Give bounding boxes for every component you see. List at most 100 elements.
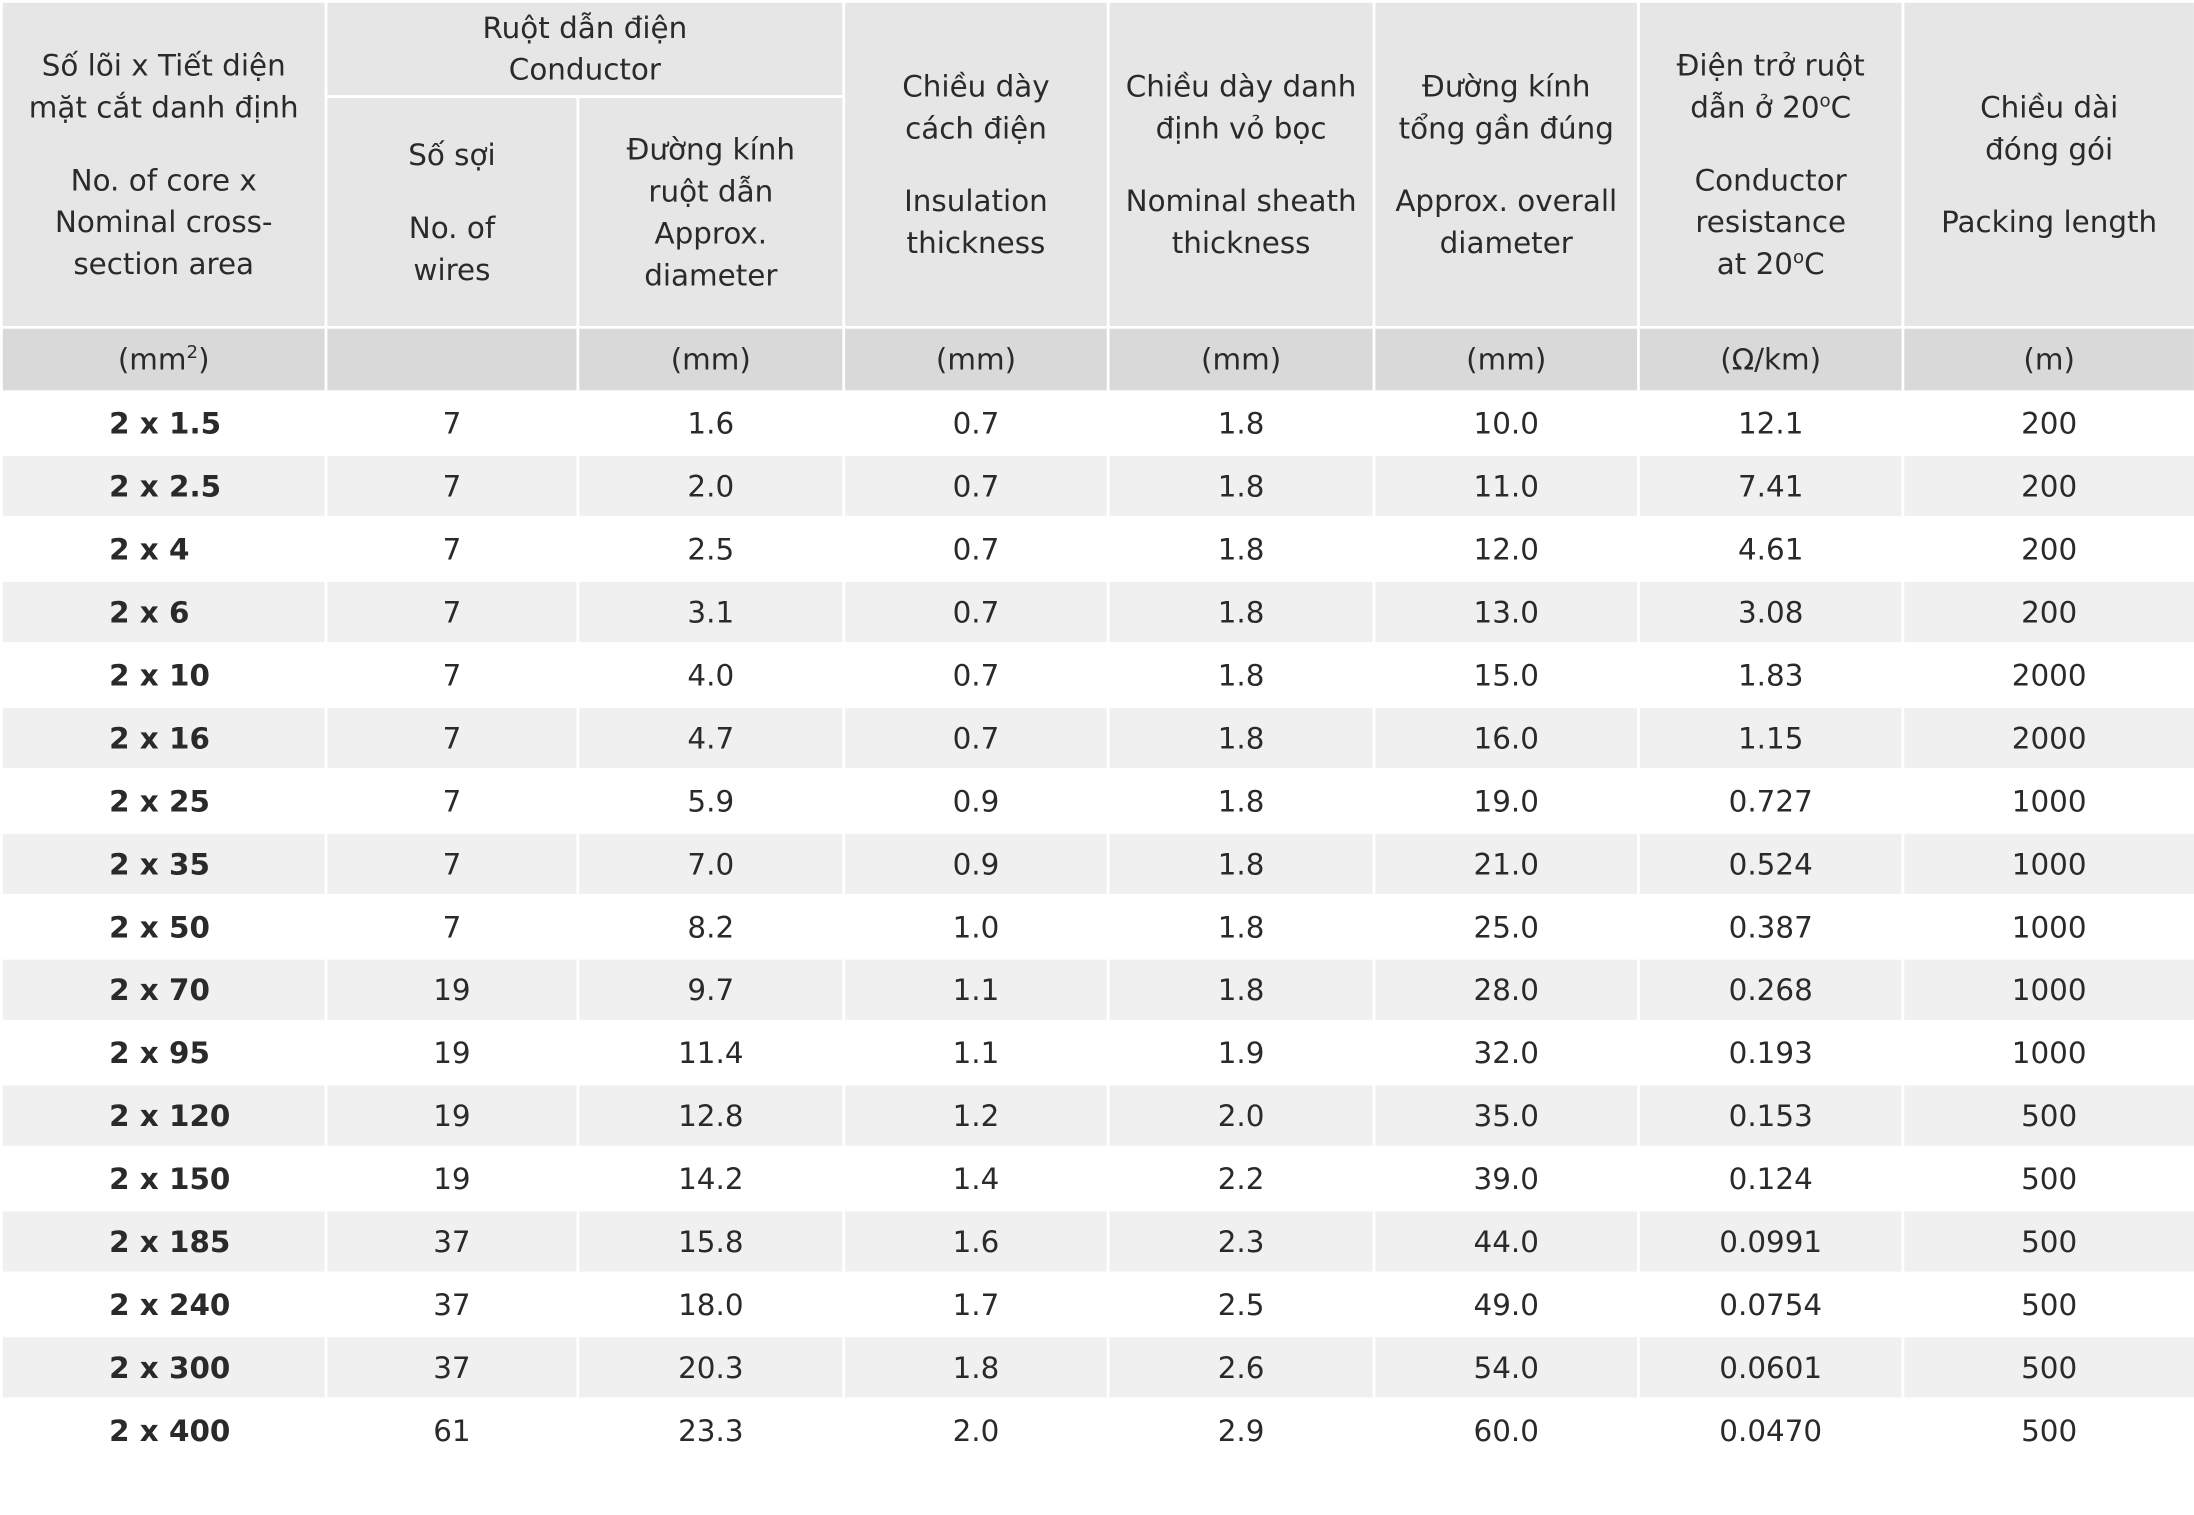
header-sheath: Chiều dày danh định vỏ bọc Nominal sheat…: [1106, 0, 1376, 329]
table-row: 2 x 300 37 20.3 1.8 2.6 54.0 0.0601 500: [0, 1334, 2194, 1401]
cell-insulation: 0.7: [842, 705, 1110, 771]
table-row: 2 x 35 7 7.0 0.9 1.8 21.0 0.524 1000: [0, 830, 2194, 897]
cell-resistance: 12.1: [1637, 390, 1905, 457]
cell-size: 2 x 50: [0, 893, 328, 960]
cell-wires: 19: [324, 1019, 580, 1086]
header-row-top: Số lõi x Tiết diện mặt cắt danh định No.…: [0, 0, 2194, 329]
cell-overall: 11.0: [1372, 453, 1640, 519]
table-row: 2 x 50 7 8.2 1.0 1.8 25.0 0.387 1000: [0, 893, 2194, 960]
cell-resistance: 0.0470: [1637, 1397, 1905, 1464]
cell-sheath: 2.2: [1106, 1145, 1376, 1212]
cell-resistance: 0.387: [1637, 893, 1905, 960]
cell-resistance: 4.61: [1637, 516, 1905, 582]
header-wires: Số sợi No. of wires: [324, 95, 580, 329]
unit-wires: [324, 325, 580, 394]
cell-cond-diameter: 14.2: [576, 1145, 846, 1212]
cell-wires: 37: [324, 1334, 580, 1401]
cell-resistance: 0.524: [1637, 830, 1905, 897]
cell-cond-diameter: 5.9: [576, 767, 846, 834]
cell-sheath: 2.6: [1106, 1334, 1376, 1401]
unit-size: (mm2): [0, 325, 328, 394]
cell-cond-diameter: 11.4: [576, 1019, 846, 1086]
cell-overall: 13.0: [1372, 579, 1640, 645]
cell-overall: 32.0: [1372, 1019, 1640, 1086]
cell-sheath: 1.8: [1106, 767, 1376, 834]
cell-insulation: 1.1: [842, 1019, 1110, 1086]
table-body: 2 x 1.5 7 1.6 0.7 1.8 10.0 12.1 200 2 x 2.5 7 2.0 0…: [0, 390, 2194, 1464]
cell-resistance: 3.08: [1637, 579, 1905, 645]
cell-packing: 1000: [1901, 893, 2194, 960]
cell-cond-diameter: 2.0: [576, 453, 846, 519]
cell-resistance: 1.15: [1637, 705, 1905, 771]
cable-spec-table: Số lõi x Tiết diện mặt cắt danh định No.…: [0, 0, 2194, 1464]
cell-cond-diameter: 2.5: [576, 516, 846, 582]
cell-sheath: 1.8: [1106, 453, 1376, 519]
table-row: 2 x 70 19 9.7 1.1 1.8 28.0 0.268 1000: [0, 956, 2194, 1023]
cell-size: 2 x 240: [0, 1271, 328, 1338]
cell-size: 2 x 6: [0, 579, 328, 645]
header-row-sub: Số sợi No. of wires Đường kính ruột dẫn …: [1, 95, 2194, 329]
cell-packing: 1000: [1901, 1019, 2194, 1086]
cell-resistance: 0.0991: [1637, 1208, 1905, 1275]
table-row: 2 x 400 61 23.3 2.0 2.9 60.0 0.0470 500: [0, 1397, 2194, 1464]
table-row: 2 x 25 7 5.9 0.9 1.8 19.0 0.727 1000: [0, 767, 2194, 834]
header-packing: Chiều dài đóng gói Packing length: [1901, 0, 2194, 329]
header-resistance: Điện trở ruột dẫn ở 20oC Conductor resis…: [1637, 0, 1905, 329]
cell-overall: 16.0: [1372, 705, 1640, 771]
cell-wires: 7: [324, 453, 580, 519]
cell-wires: 7: [324, 642, 580, 708]
cell-insulation: 0.9: [842, 830, 1110, 897]
cell-sheath: 1.8: [1106, 956, 1376, 1023]
header-conductor-group: Ruột dẫn điện Conductor: [324, 0, 846, 98]
cell-overall: 54.0: [1372, 1334, 1640, 1401]
cell-sheath: 1.8: [1106, 705, 1376, 771]
cell-size: 2 x 120: [0, 1082, 328, 1149]
cell-insulation: 1.4: [842, 1145, 1110, 1212]
cell-packing: 200: [1901, 453, 2194, 519]
cell-sheath: 1.8: [1106, 893, 1376, 960]
table-row: 2 x 95 19 11.4 1.1 1.9 32.0 0.193 1000: [0, 1019, 2194, 1086]
cell-wires: 7: [324, 893, 580, 960]
cell-size: 2 x 70: [0, 956, 328, 1023]
cell-cond-diameter: 8.2: [576, 893, 846, 960]
cell-sheath: 1.8: [1106, 579, 1376, 645]
cell-insulation: 0.7: [842, 516, 1110, 582]
unit-row: (mm2) (mm) (mm) (mm) (mm) (Ω/km) (m): [0, 325, 2194, 394]
table-row: 2 x 6 7 3.1 0.7 1.8 13.0 3.08 200: [0, 579, 2194, 645]
table-row: 2 x 4 7 2.5 0.7 1.8 12.0 4.61 200: [0, 516, 2194, 582]
cell-sheath: 1.8: [1106, 830, 1376, 897]
cell-insulation: 1.0: [842, 893, 1110, 960]
cell-packing: 1000: [1901, 767, 2194, 834]
table-row: 2 x 150 19 14.2 1.4 2.2 39.0 0.124 500: [0, 1145, 2194, 1212]
cell-insulation: 0.7: [842, 453, 1110, 519]
cell-overall: 39.0: [1372, 1145, 1640, 1212]
cell-cond-diameter: 4.0: [576, 642, 846, 708]
cell-wires: 7: [324, 767, 580, 834]
cell-cond-diameter: 15.8: [576, 1208, 846, 1275]
unit-sheath: (mm): [1106, 325, 1376, 394]
unit-insulation: (mm): [842, 325, 1110, 394]
table-row: 2 x 1.5 7 1.6 0.7 1.8 10.0 12.1 200: [0, 390, 2194, 457]
cell-cond-diameter: 1.6: [576, 390, 846, 457]
cell-size: 2 x 25: [0, 767, 328, 834]
cell-overall: 19.0: [1372, 767, 1640, 834]
cell-size: 2 x 300: [0, 1334, 328, 1401]
cell-overall: 49.0: [1372, 1271, 1640, 1338]
cell-insulation: 1.8: [842, 1334, 1110, 1401]
cell-cond-diameter: 20.3: [576, 1334, 846, 1401]
cell-size: 2 x 35: [0, 830, 328, 897]
cell-insulation: 1.7: [842, 1271, 1110, 1338]
header-size: Số lõi x Tiết diện mặt cắt danh định No.…: [0, 0, 328, 329]
cell-size: 2 x 400: [0, 1397, 328, 1464]
cell-size: 2 x 95: [0, 1019, 328, 1086]
cell-packing: 2000: [1901, 705, 2194, 771]
cell-sheath: 2.0: [1106, 1082, 1376, 1149]
cell-resistance: 0.268: [1637, 956, 1905, 1023]
cell-overall: 35.0: [1372, 1082, 1640, 1149]
cell-size: 2 x 2.5: [0, 453, 328, 519]
cell-packing: 500: [1901, 1271, 2194, 1338]
cell-size: 2 x 185: [0, 1208, 328, 1275]
cell-wires: 19: [324, 1145, 580, 1212]
cell-size: 2 x 150: [0, 1145, 328, 1212]
cell-overall: 10.0: [1372, 390, 1640, 457]
